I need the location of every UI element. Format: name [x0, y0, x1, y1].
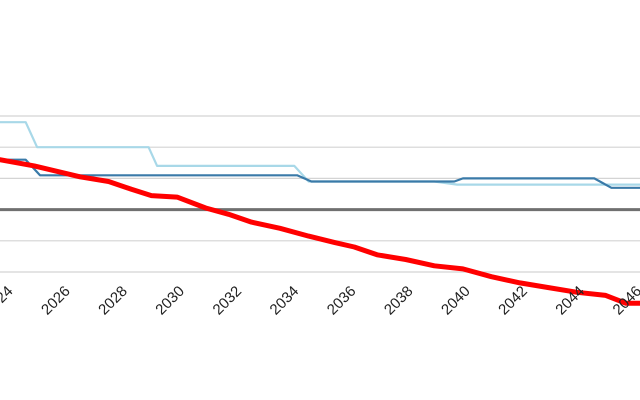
x-tick-label: 2024	[0, 283, 17, 319]
x-tick-label: 2042	[495, 283, 531, 319]
x-tick-label: 2046	[610, 283, 640, 319]
x-tick-label: 2026	[38, 283, 74, 319]
series-line-2	[0, 158, 640, 189]
x-tick-label: 2034	[267, 283, 303, 319]
series-line-1	[0, 121, 640, 186]
x-tick-label: 2032	[210, 283, 246, 319]
series-group	[0, 121, 640, 306]
x-tick-label: 2028	[95, 283, 131, 319]
x-tick-label: 2040	[438, 283, 474, 319]
x-tick-label: 2030	[152, 283, 188, 319]
gridlines	[0, 115, 640, 273]
x-tick-label: 2038	[381, 283, 417, 319]
x-tick-label: 2036	[324, 283, 360, 319]
series-line-3	[0, 157, 640, 306]
